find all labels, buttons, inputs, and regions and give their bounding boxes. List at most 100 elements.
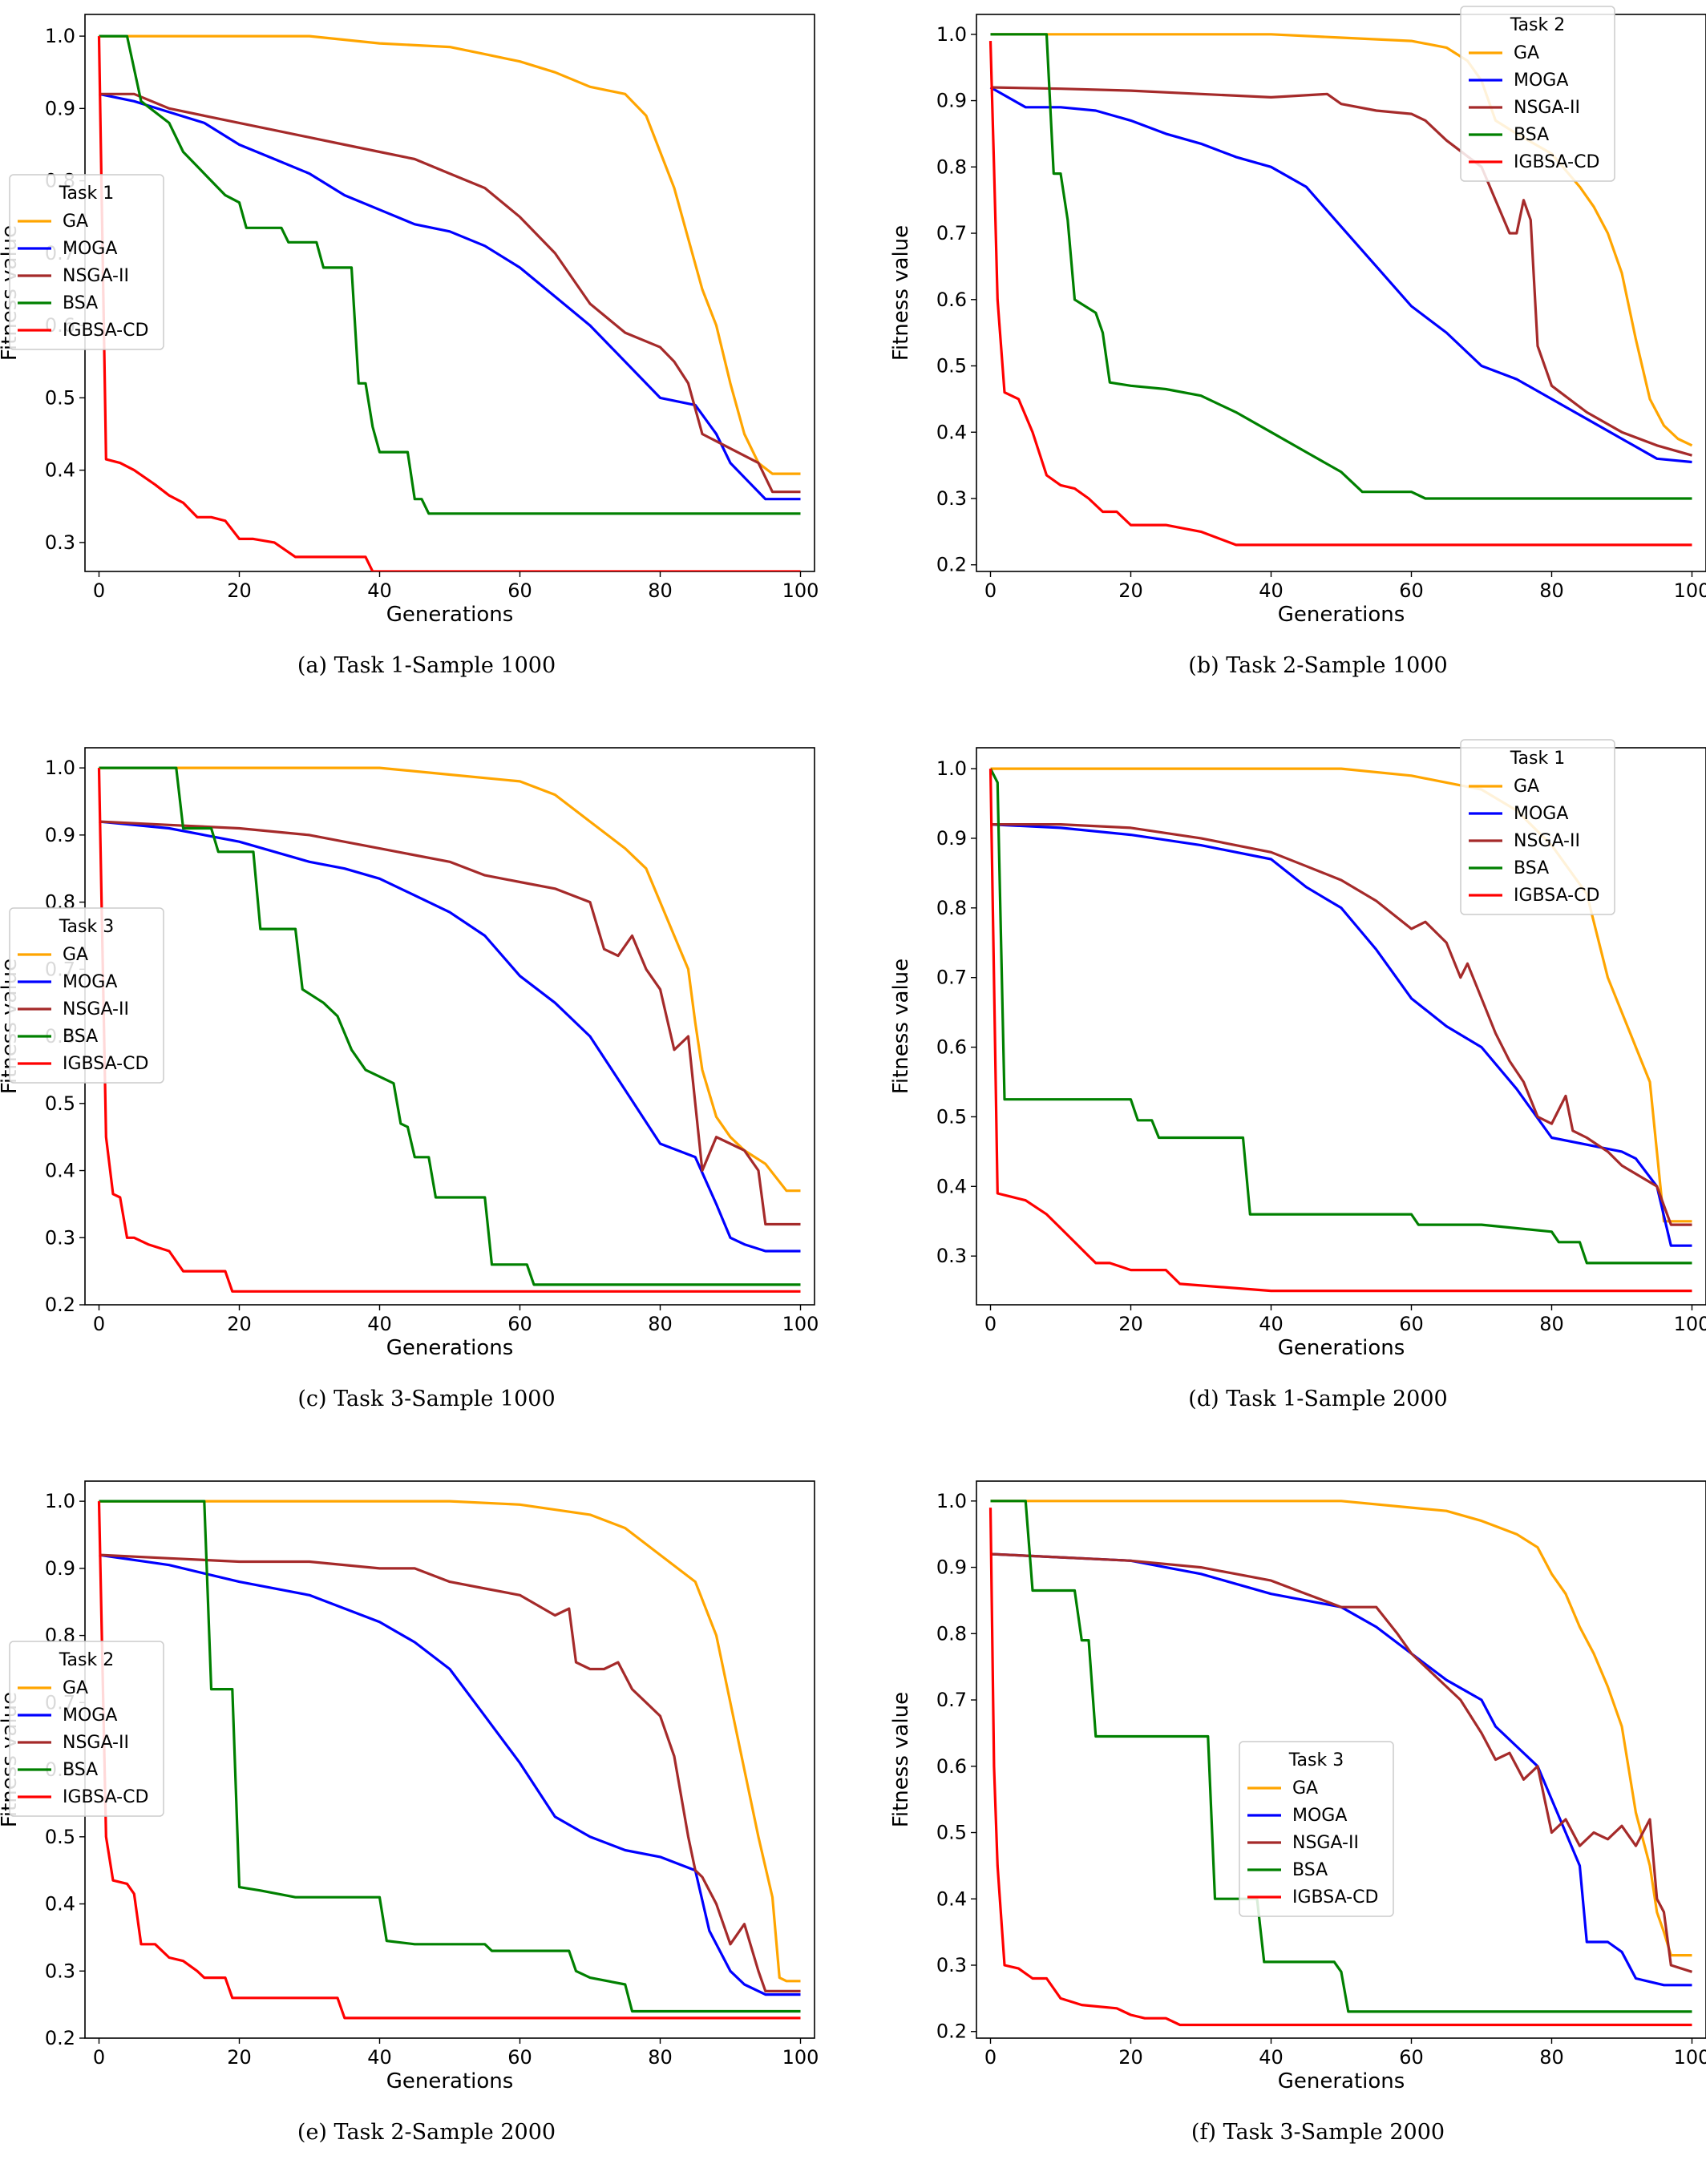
- series-line-nsga-ii: [99, 1553, 801, 1993]
- y-tick-label: 0.9: [45, 1557, 75, 1580]
- y-tick-label: 0.7: [936, 1689, 967, 1711]
- series-line-igbsa-cd: [988, 41, 1692, 547]
- series-line-ga: [990, 1500, 1692, 1957]
- x-tick-label: 40: [1259, 579, 1284, 602]
- series-line-ga: [99, 1500, 801, 1983]
- legend: Task 2 GA MOGA NSGA-II BSA IGBSA-CD: [9, 1641, 164, 1817]
- series-line-moga: [989, 86, 1692, 464]
- legend-label-nsga-ii: NSGA-II: [1514, 98, 1580, 118]
- legend-title: Task 2: [1510, 15, 1565, 35]
- legend: Task 3 GA MOGA NSGA-II BSA IGBSA-CD: [1239, 1741, 1394, 1917]
- x-tick-label: 60: [507, 1313, 532, 1335]
- legend-label-nsga-ii: NSGA-II: [1514, 831, 1580, 851]
- legend: Task 1 GA MOGA NSGA-II BSA IGBSA-CD: [1460, 739, 1615, 915]
- chart-panel-a: 0204060801000.30.40.50.60.70.80.91.0Gene…: [0, 0, 853, 717]
- x-tick-label: 40: [367, 1313, 392, 1335]
- x-tick-label: 100: [782, 1313, 819, 1335]
- series-line-nsga-ii: [99, 92, 801, 494]
- x-tick-label: 100: [782, 579, 819, 602]
- y-tick-label: 0.3: [936, 1245, 967, 1267]
- legend-label-igbsa-cd: IGBSA-CD: [63, 1787, 148, 1807]
- plot-frame: [84, 14, 815, 572]
- y-tick-label: 0.5: [936, 1105, 967, 1128]
- legend-label-bsa: BSA: [63, 293, 98, 313]
- legend-title: Task 1: [1510, 749, 1565, 769]
- y-tick-label: 0.3: [45, 1226, 75, 1249]
- legend-label-igbsa-cd: IGBSA-CD: [1514, 886, 1599, 906]
- y-tick-label: 0.4: [936, 1887, 967, 1910]
- chart-panel-b: 0 20 40 60 80 100 0.2 0.3 0.4 0.5 0.6 0.7 0.8 0.9 1.0 G…: [891, 0, 1706, 717]
- x-axis-label: Generations: [1278, 603, 1405, 627]
- x-tick-label: 0: [93, 579, 105, 602]
- series-line-igbsa-cd: [97, 36, 801, 571]
- chart-panel-d: 0 20 40 60 80 100 0.3 0.4 0.5 0.6 0.7 0.8 0.9 1.0 Gene…: [891, 733, 1706, 1451]
- legend-label-nsga-ii: NSGA-II: [63, 999, 129, 1019]
- y-tick-label: 1.0: [45, 1490, 75, 1512]
- legend-box: [9, 174, 164, 350]
- series-line-bsa: [990, 1500, 1692, 2013]
- legend-label-ga: GA: [1514, 777, 1539, 797]
- legend-box: [9, 907, 164, 1084]
- y-tick-label: 0.4: [45, 459, 75, 482]
- legend: Task 3 GA MOGA NSGA-II BSA IGBSA-CD: [9, 907, 164, 1084]
- x-tick-label: 80: [1539, 1313, 1564, 1335]
- y-tick-label: 0.7: [936, 967, 967, 989]
- legend-label-bsa: BSA: [1514, 125, 1549, 145]
- legend-label-ga: GA: [63, 1678, 88, 1698]
- x-tick-label: 60: [1399, 1313, 1424, 1335]
- y-tick-label: 0.4: [45, 1893, 75, 1916]
- legend-label-igbsa-cd: IGBSA-CD: [1514, 152, 1599, 172]
- legend-label-bsa: BSA: [1292, 1860, 1328, 1880]
- chart-panel-f: 0 20 40 60 80 100 0.2 0.3 0.4 0.5 0.6 0.7 0.8 0.9 1.0 G…: [891, 1467, 1706, 2184]
- series-line-moga: [99, 92, 801, 501]
- series-line-bsa: [990, 33, 1692, 500]
- chart-panel-e: 0204060801000.20.30.40.50.60.70.80.91.0G…: [0, 1467, 853, 2184]
- y-tick-label: 0.2: [45, 1294, 75, 1316]
- y-tick-label: 1.0: [936, 757, 967, 780]
- legend-label-nsga-ii: NSGA-II: [63, 1733, 129, 1753]
- y-tick-label: 0.5: [936, 355, 967, 377]
- legend-label-moga: MOGA: [1514, 804, 1568, 824]
- y-axis-label: Fitness value: [891, 1692, 913, 1827]
- x-tick-label: 60: [507, 579, 532, 602]
- y-tick-label: 0.2: [45, 2027, 75, 2049]
- legend-label-igbsa-cd: IGBSA-CD: [63, 1054, 148, 1074]
- x-tick-label: 80: [648, 1313, 673, 1335]
- x-tick-label: 0: [984, 1313, 997, 1335]
- x-tick-label: 100: [1674, 2046, 1706, 2069]
- y-tick-label: 0.6: [936, 1755, 967, 1778]
- series-line-bsa: [989, 768, 1692, 1265]
- series-line-nsga-ii: [990, 1552, 1692, 1973]
- legend-title: Task 2: [59, 1650, 114, 1670]
- x-tick-label: 60: [1399, 2046, 1424, 2069]
- chart-caption-d: (d) Task 1-Sample 2000: [1188, 1387, 1448, 1411]
- x-tick-label: 100: [1674, 1313, 1706, 1335]
- series-line-igbsa-cd: [988, 769, 1692, 1293]
- legend-label-bsa: BSA: [1514, 858, 1549, 878]
- y-tick-label: 0.3: [936, 1954, 967, 1976]
- x-tick-label: 20: [227, 2046, 252, 2069]
- x-axis-label: Generations: [386, 2069, 514, 2093]
- x-tick-label: 100: [782, 2046, 819, 2069]
- legend-label-bsa: BSA: [63, 1027, 98, 1047]
- plot-frame: [976, 14, 1706, 572]
- x-axis-label: Generations: [386, 603, 514, 627]
- chart-d: 0 20 40 60 80 100 0.3 0.4 0.5 0.6 0.7 0.8 0.9 1.0 Gene…: [891, 739, 1706, 1360]
- y-tick-label: 0.6: [936, 1036, 967, 1059]
- x-tick-label: 20: [1118, 1313, 1143, 1335]
- chart-b: 0 20 40 60 80 100 0.2 0.3 0.4 0.5 0.6 0.7 0.8 0.9 1.0 G…: [891, 6, 1706, 627]
- x-tick-label: 80: [1539, 579, 1564, 602]
- legend-label-igbsa-cd: IGBSA-CD: [63, 321, 148, 341]
- y-tick-label: 0.4: [45, 1160, 75, 1182]
- x-tick-label: 80: [648, 2046, 673, 2069]
- series-line-ga: [99, 34, 801, 475]
- legend: Task 2 GA MOGA NSGA-II BSA IGBSA-CD: [1460, 6, 1615, 182]
- x-tick-label: 20: [227, 579, 252, 602]
- legend-label-nsga-ii: NSGA-II: [63, 266, 129, 286]
- legend-title: Task 3: [1288, 1750, 1344, 1770]
- x-axis-label: Generations: [1278, 1336, 1405, 1360]
- legend-box: [1460, 739, 1615, 915]
- series-line-moga: [990, 1552, 1692, 1987]
- y-tick-label: 0.8: [936, 155, 967, 178]
- chart-caption-b: (b) Task 2-Sample 1000: [1188, 653, 1448, 678]
